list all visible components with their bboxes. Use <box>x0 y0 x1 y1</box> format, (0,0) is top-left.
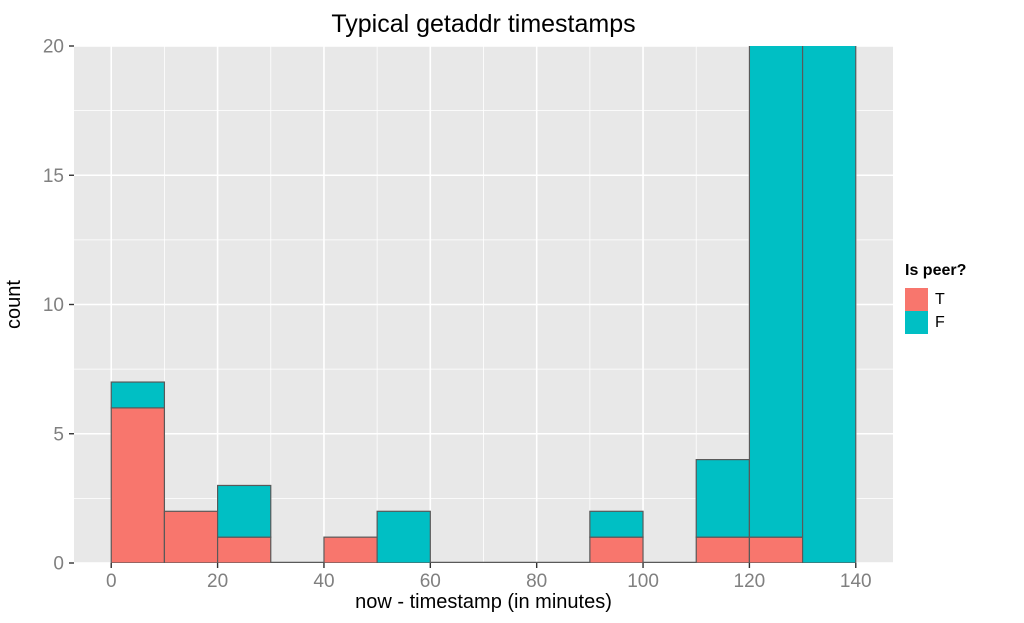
legend: Is peer? T F <box>905 262 966 334</box>
x-tick-label: 40 <box>313 571 334 592</box>
y-axis-title: count <box>3 280 25 329</box>
legend-swatch-F <box>905 311 928 334</box>
legend-label-T: T <box>935 290 945 308</box>
axis-ticks <box>69 45 857 568</box>
y-tick-label: 5 <box>53 424 64 445</box>
legend-title: Is peer? <box>905 262 967 279</box>
bar-segment-F-20-30 <box>216 484 272 538</box>
x-tick-label: 60 <box>420 571 441 592</box>
legend-swatch-T <box>905 288 928 311</box>
bar-segment-F-120-130 <box>748 46 804 538</box>
x-tick-label: 120 <box>734 571 766 592</box>
y-tick-label: 20 <box>43 37 64 58</box>
legend-label-F: F <box>935 313 945 331</box>
bar-segment-F-50-60 <box>376 510 431 563</box>
bar-segment-T-40-50 <box>323 536 378 563</box>
bar-segment-F-0-10 <box>110 381 166 409</box>
chart-title: Typical getaddr timestamps <box>331 10 635 38</box>
bar-segment-F-90-100 <box>589 510 644 538</box>
y-tick-label: 0 <box>53 554 64 575</box>
y-tick-label: 10 <box>43 295 64 316</box>
y-tick-label: 15 <box>43 166 64 187</box>
bar-segment-T-10-20 <box>163 510 219 563</box>
bar-segment-T-0-10 <box>110 407 166 563</box>
bar-segment-T-20-30 <box>216 536 272 563</box>
bar-segment-F-110-120 <box>695 459 751 538</box>
bar-segment-T-120-130 <box>748 536 804 563</box>
bars <box>110 46 857 563</box>
x-axis-title: now - timestamp (in minutes) <box>355 591 612 613</box>
x-tick-label: 140 <box>840 571 872 592</box>
bar-segment-T-110-120 <box>695 536 751 563</box>
x-tick-label: 0 <box>106 571 117 592</box>
x-tick-label: 100 <box>627 571 659 592</box>
x-tick-label: 80 <box>526 571 547 592</box>
axis-tick-labels: 0 20 40 60 80 100 120 140 0 5 10 15 20 <box>43 37 872 593</box>
bar-segment-F-130-140 <box>801 46 857 563</box>
legend-entry-T: T <box>905 288 966 311</box>
x-tick-label: 20 <box>207 571 228 592</box>
legend-entry-F: F <box>905 311 966 334</box>
bar-segment-T-90-100 <box>589 536 644 563</box>
